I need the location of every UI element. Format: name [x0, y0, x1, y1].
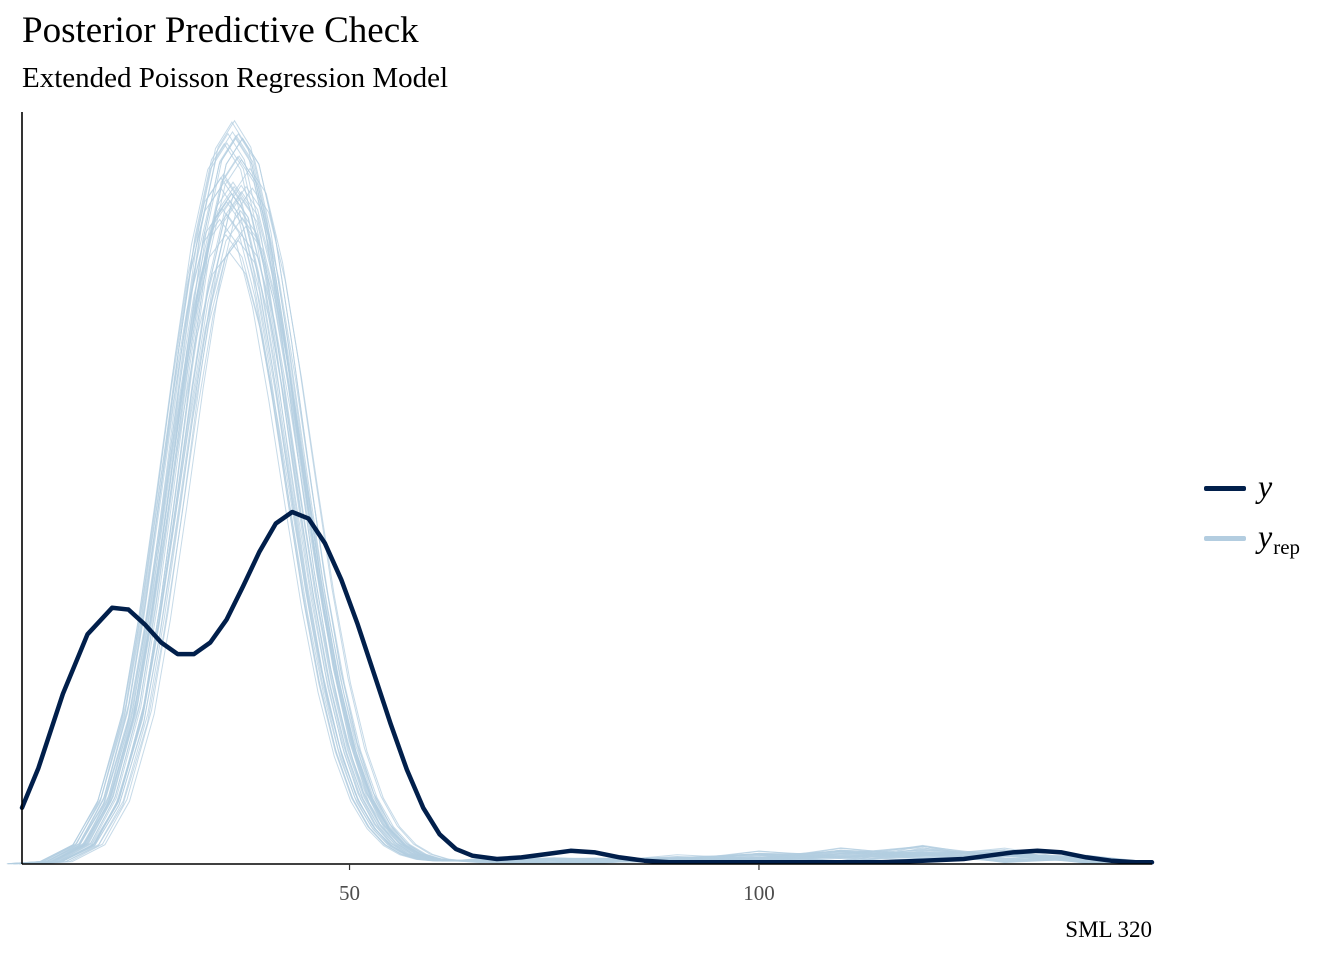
legend-key-y: [1204, 486, 1246, 491]
yrep-density-line: [18, 192, 1153, 865]
yrep-density-line: [19, 130, 1153, 865]
legend-label-y: y: [1258, 468, 1273, 504]
y-observed-density-line: [19, 509, 1155, 865]
yrep-density-line: [36, 167, 1153, 865]
yrep-density-line: [26, 155, 1153, 865]
yrep-density-line: [22, 137, 1153, 865]
legend-label-yrep: yrep: [1258, 518, 1301, 559]
yrep-density-line: [7, 186, 1153, 865]
yrep-density-line: [11, 142, 1153, 865]
x-tick-label: 50: [339, 881, 360, 905]
yrep-density-line: [18, 192, 1153, 865]
yrep-density-line: [29, 137, 1153, 865]
yrep-density-line: [12, 178, 1153, 865]
yrep-density-line: [7, 176, 1153, 865]
legend-item-y: y: [1200, 462, 1340, 512]
yrep-density-line: [6, 218, 1153, 865]
legend: y yrep: [1200, 462, 1340, 562]
yrep-density-line: [39, 187, 1153, 865]
legend-item-yrep: yrep: [1200, 512, 1340, 562]
yrep-density-line: [13, 142, 1153, 865]
yrep-density-line: [28, 184, 1153, 865]
yrep-density-lines: [6, 119, 1153, 865]
chart-title: Posterior Predictive Check: [22, 10, 419, 51]
yrep-density-line: [21, 119, 1153, 865]
legend-key-yrep: [1204, 536, 1246, 541]
yrep-density-line: [14, 132, 1153, 865]
chart-subtitle: Extended Poisson Regression Model: [22, 62, 449, 94]
yrep-density-line: [9, 208, 1153, 865]
yrep-density-line: [28, 158, 1153, 865]
caption: SML 320: [1065, 917, 1152, 942]
yrep-density-line: [23, 134, 1153, 865]
x-tick-label: 100: [743, 881, 775, 905]
x-axis-ticks: 50 100: [339, 864, 775, 905]
yrep-density-line: [16, 200, 1153, 865]
yrep-density-line: [20, 181, 1153, 865]
